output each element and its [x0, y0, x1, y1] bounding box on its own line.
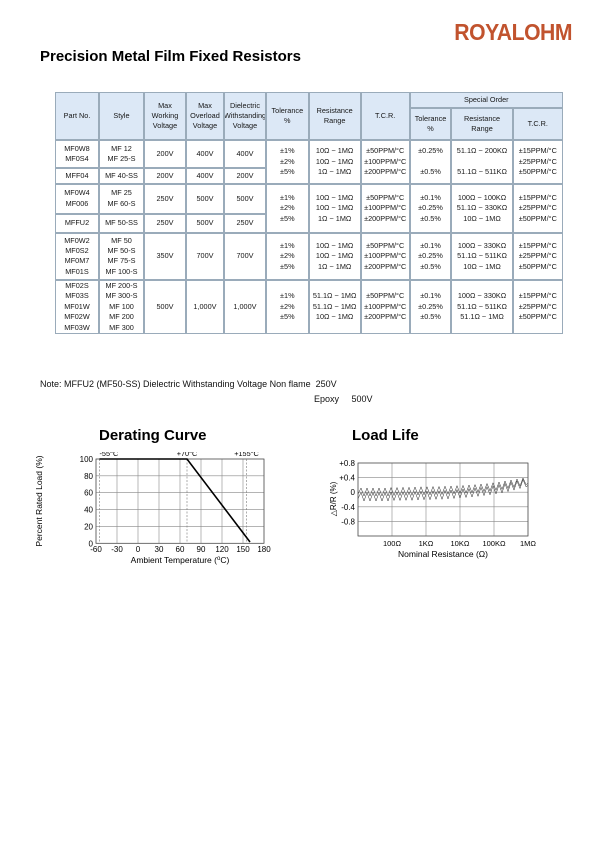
svg-text:-0.8: -0.8 [341, 517, 355, 526]
svg-text:60: 60 [176, 545, 185, 554]
svg-text:0: 0 [351, 488, 356, 497]
svg-text:Percent Rated Load (%): Percent Rated Load (%) [34, 455, 44, 546]
svg-text:1KΩ: 1KΩ [419, 539, 434, 548]
svg-text:150: 150 [236, 545, 250, 554]
svg-text:80: 80 [84, 472, 93, 481]
svg-text:100KΩ: 100KΩ [482, 539, 506, 548]
svg-text:+155oC: +155oC [234, 452, 259, 458]
svg-text:60: 60 [84, 489, 93, 498]
svg-text:+0.4: +0.4 [339, 474, 355, 483]
svg-text:-30: -30 [111, 545, 123, 554]
svg-text:100: 100 [80, 455, 94, 464]
svg-text:△R/R (%): △R/R (%) [329, 481, 338, 516]
svg-text:10KΩ: 10KΩ [451, 539, 470, 548]
svg-text:100Ω: 100Ω [383, 539, 402, 548]
svg-text:120: 120 [215, 545, 229, 554]
svg-text:30: 30 [155, 545, 164, 554]
svg-text:40: 40 [84, 506, 93, 515]
svg-text:-0.4: -0.4 [341, 503, 355, 512]
svg-text:0: 0 [136, 545, 141, 554]
svg-text:+0.8: +0.8 [339, 459, 355, 468]
svg-text:-60: -60 [90, 545, 102, 554]
svg-text:-55oC: -55oC [100, 452, 119, 458]
svg-text:+70oC: +70oC [177, 452, 198, 458]
svg-text:90: 90 [197, 545, 206, 554]
svg-text:1MΩ: 1MΩ [520, 539, 536, 548]
svg-text:Ambient Temperature (oC): Ambient Temperature (oC) [131, 555, 230, 565]
svg-text:20: 20 [84, 522, 93, 531]
svg-text:180: 180 [257, 545, 271, 554]
svg-text:Nominal Resistance (Ω): Nominal Resistance (Ω) [398, 549, 488, 559]
